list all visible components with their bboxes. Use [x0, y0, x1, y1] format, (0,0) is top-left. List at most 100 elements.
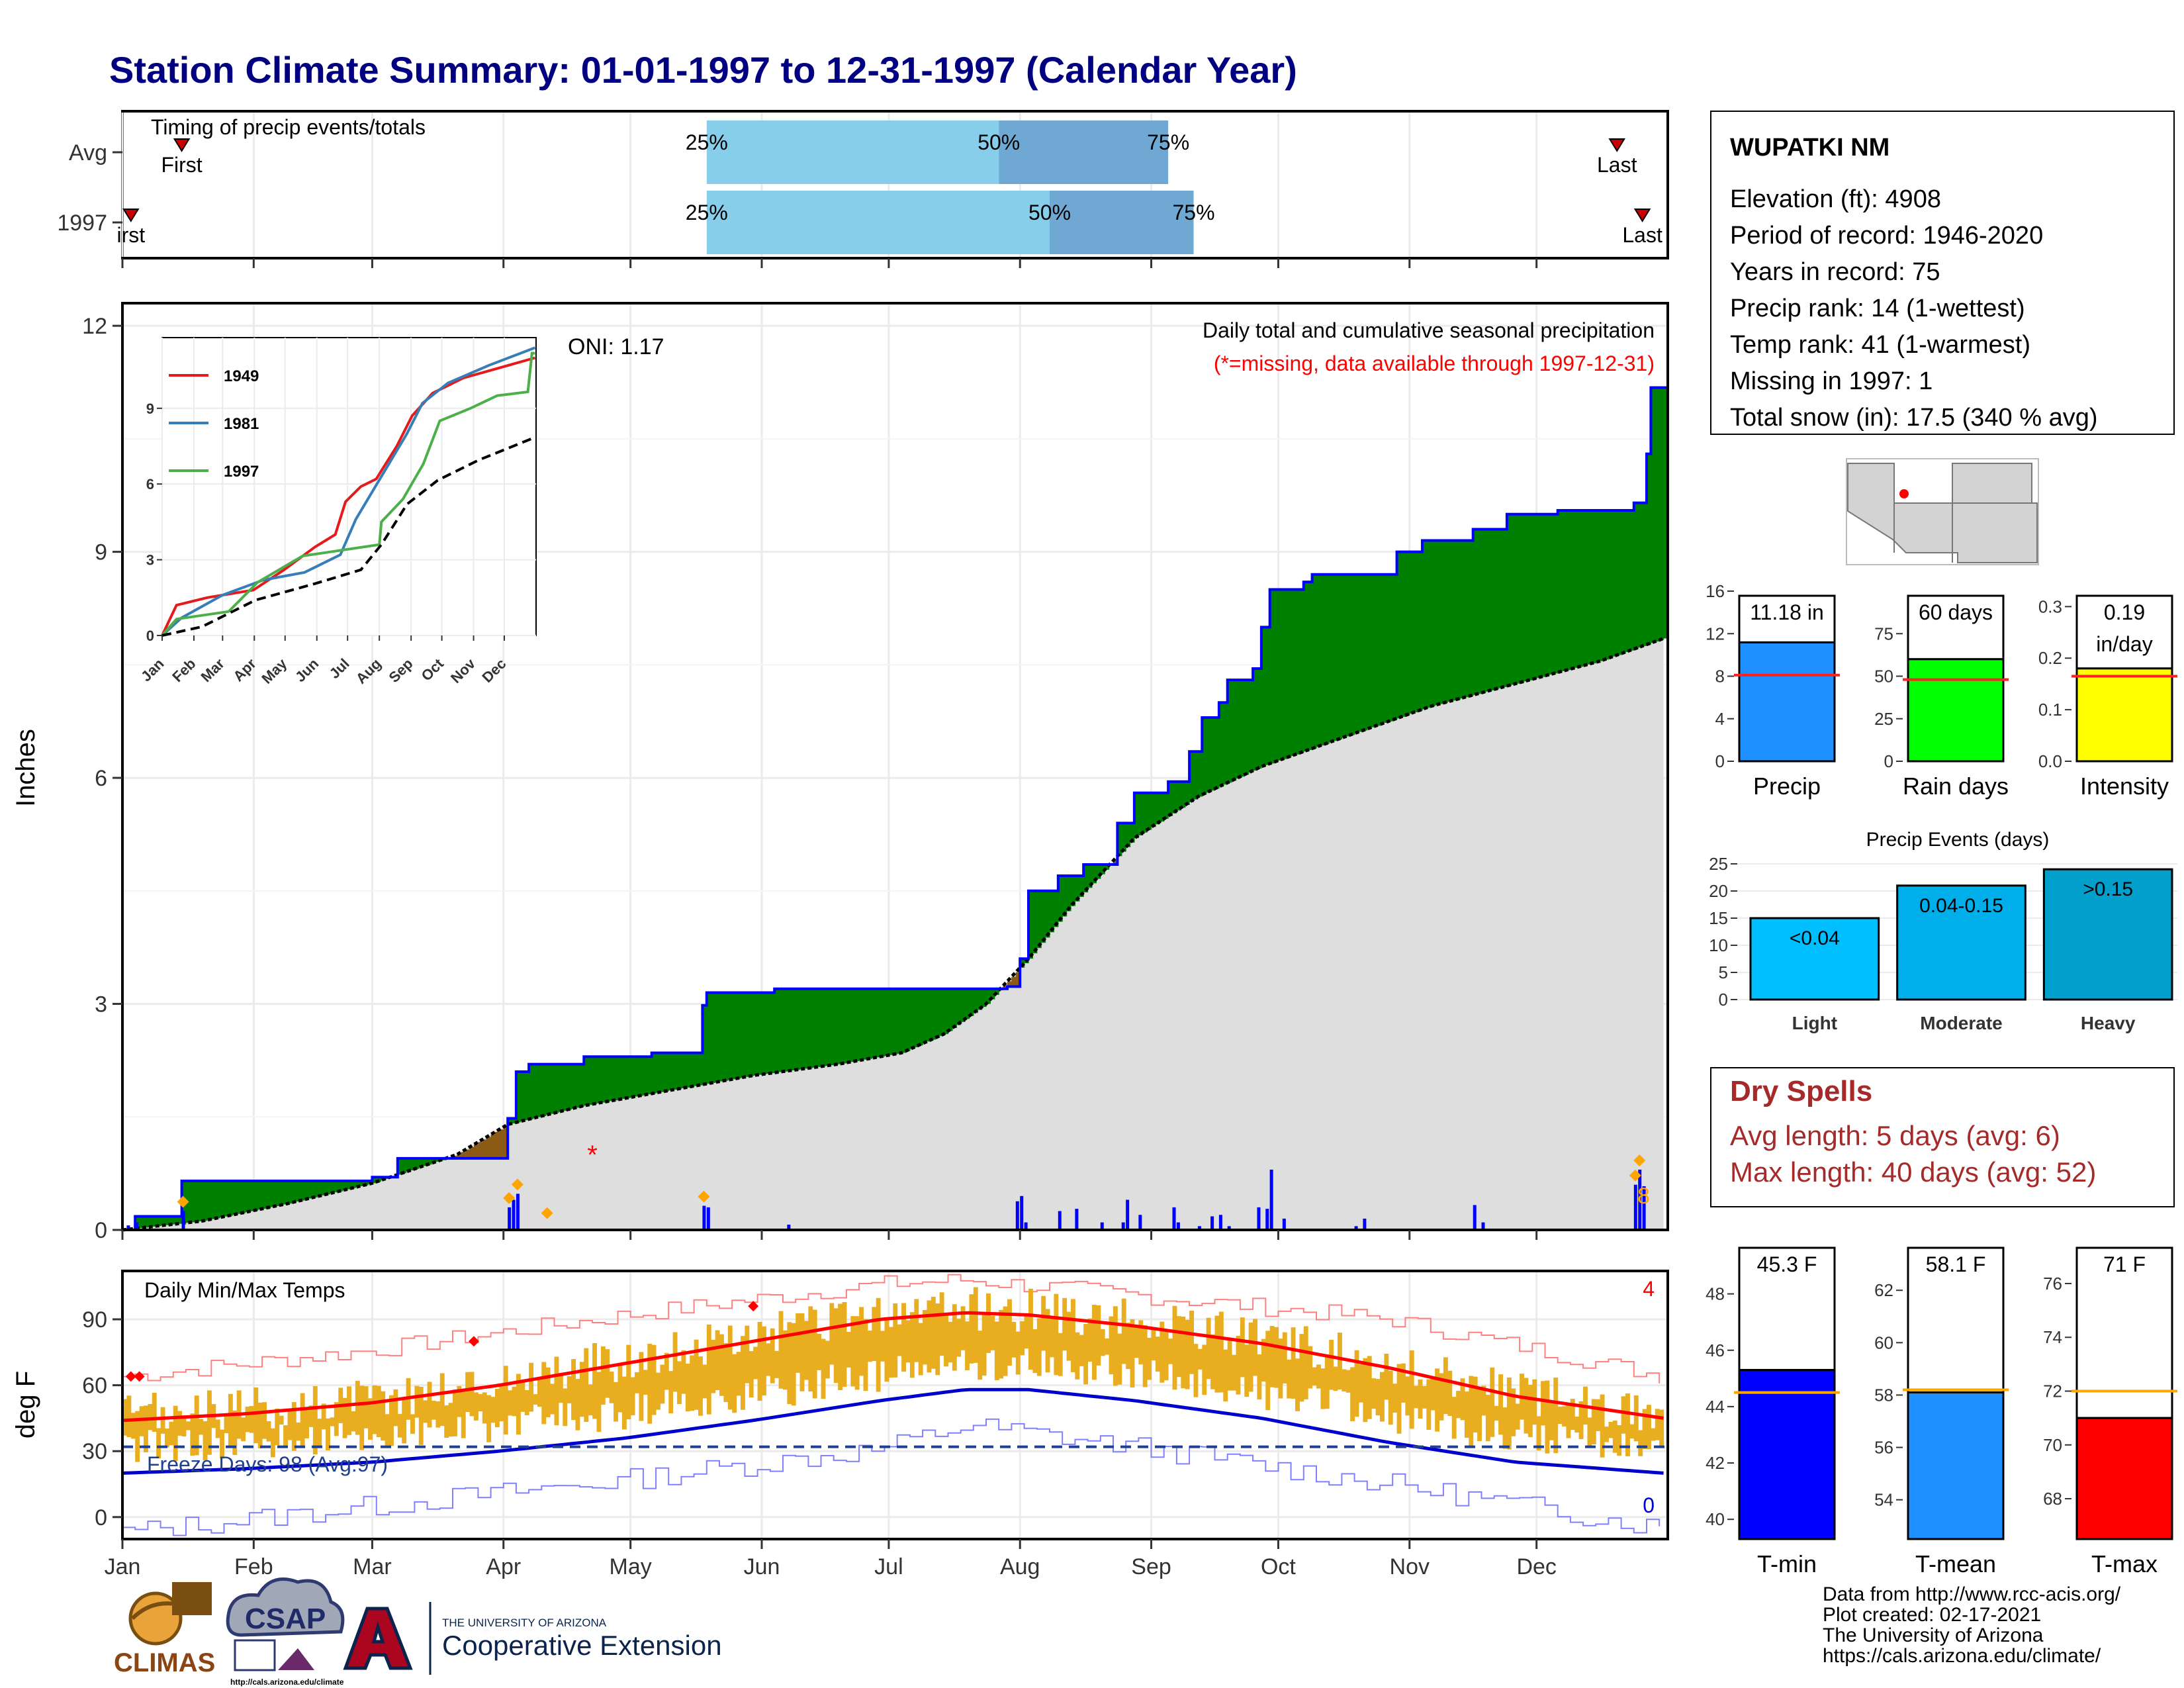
station-detail-line: Missing in 1997: 1: [1730, 367, 1933, 395]
daily-precip-bar: [1473, 1205, 1477, 1230]
daily-temp-bar: [817, 1333, 822, 1370]
daily-temp-bar: [1117, 1333, 1122, 1385]
daily-temp-bar: [884, 1317, 889, 1382]
daily-temp-bar: [533, 1394, 538, 1405]
average-cumulative-area: [122, 638, 1664, 1230]
daily-temp-bar: [1384, 1353, 1389, 1400]
daily-temp-bar: [668, 1371, 674, 1414]
daily-temp-bar: [173, 1405, 178, 1462]
events-bar-range: 0.04-0.15: [1919, 895, 2003, 917]
daily-temp-bar: [664, 1352, 669, 1390]
daily-temp-bar: [872, 1307, 877, 1361]
daily-temp-bar: [130, 1413, 136, 1439]
daily-temp-bar: [711, 1340, 716, 1393]
daily-temp-bar: [1244, 1344, 1250, 1397]
daily-temp-bar: [194, 1395, 199, 1456]
daily-temp-bar: [1481, 1385, 1486, 1416]
daily-temp-bar: [156, 1428, 161, 1459]
temp-summary-bar-label: T-min: [1757, 1550, 1817, 1577]
daily-temp-bar: [529, 1362, 534, 1412]
daily-temp-bar: [766, 1343, 771, 1376]
daily-temp-bar: [169, 1421, 174, 1446]
daily-temp-bar: [228, 1393, 233, 1448]
daily-temp-bar: [1562, 1406, 1567, 1427]
daily-temp-bar: [927, 1300, 932, 1373]
timing-last-label: Last: [1597, 153, 1637, 177]
daily-temp-bar: [1524, 1378, 1529, 1434]
month-label: Jul: [874, 1554, 903, 1579]
precip-y-tick-label: 12: [82, 314, 107, 339]
daily-temp-bar: [803, 1321, 809, 1380]
ua-big-text: Cooperative Extension: [442, 1630, 722, 1661]
daily-temp-bar: [630, 1377, 635, 1415]
daily-temp-bar: [1396, 1364, 1402, 1434]
events-bar-label: Light: [1792, 1013, 1837, 1033]
temp-summary-bar-label: T-max: [2091, 1550, 2158, 1577]
month-label: Aug: [1000, 1554, 1040, 1579]
timing-q50-label: 50%: [1028, 201, 1071, 224]
daily-temp-bar: [148, 1404, 153, 1430]
daily-temp-bar: [473, 1392, 478, 1421]
daily-temp-bar: [1409, 1350, 1414, 1429]
daily-temp-bar: [1075, 1332, 1080, 1380]
daily-temp-bar: [905, 1320, 911, 1363]
daily-temp-bar: [1308, 1346, 1313, 1389]
daily-precip-bar: [1020, 1196, 1024, 1230]
daily-temp-bar: [1324, 1357, 1330, 1409]
daily-temp-bar: [952, 1304, 957, 1371]
daily-temp-bar: [1261, 1338, 1266, 1382]
daily-temp-bar: [732, 1354, 737, 1413]
daily-temp-bar: [372, 1385, 377, 1434]
daily-temp-bar: [1045, 1309, 1050, 1373]
daily-temp-bar: [266, 1421, 271, 1442]
daily-temp-bar: [944, 1315, 948, 1367]
daily-temp-bar: [656, 1372, 660, 1410]
daily-temp-bar: [1096, 1305, 1101, 1366]
daily-temp-bar: [1320, 1368, 1326, 1409]
daily-precip-bar: [1058, 1211, 1062, 1230]
temp-summary-bar-tick-label: 76: [2043, 1274, 2062, 1293]
daily-temp-bar: [432, 1401, 436, 1420]
precip-panel: 0 3 6 9 12 Inches ONI: 1.17 Daily total and …: [11, 302, 1669, 1243]
temp-summary-bar-value-box: [2075, 1246, 2173, 1419]
daily-temp-bar: [423, 1400, 428, 1423]
daily-precip-bar: [1265, 1209, 1269, 1230]
daily-temp-bar: [414, 1385, 420, 1418]
daily-temp-bar: [690, 1355, 695, 1411]
daily-temp-bar: [863, 1319, 868, 1391]
daily-temp-bar: [643, 1370, 648, 1395]
temp-summary-bar-tick-label: 40: [1706, 1509, 1725, 1529]
daily-temp-bar: [1134, 1325, 1139, 1358]
daily-temp-bar: [287, 1410, 293, 1440]
daily-temp-bar: [1617, 1425, 1622, 1456]
daily-temp-bar: [1506, 1377, 1512, 1450]
summary-bar-tick-label: 16: [1706, 581, 1725, 601]
daily-temp-bar: [1163, 1331, 1169, 1381]
precip-y-axis: 0 3 6 9 12: [82, 314, 122, 1243]
daily-temp-bar: [1591, 1399, 1596, 1444]
daily-temp-bar: [1541, 1381, 1545, 1426]
daily-temp-bar: [1197, 1348, 1203, 1370]
events-bar: [1896, 884, 2026, 1001]
station-detail-line: Total snow (in): 17.5 (340 % avg): [1730, 404, 2098, 432]
credit-line: https://cals.arizona.edu/climate/: [1823, 1645, 2101, 1667]
csap-url: http://cals.arizona.edu/climate: [230, 1677, 344, 1687]
temp-summary-bar-value-text: 45.3 F: [1757, 1252, 1817, 1276]
daily-temp-bar: [639, 1352, 644, 1421]
month-label: Mar: [353, 1554, 392, 1579]
temp-summary-bar-value-text: 58.1 F: [1926, 1252, 1986, 1276]
month-label: Jun: [744, 1554, 780, 1579]
timing-first-marker: [173, 138, 191, 152]
daily-temp-bar: [190, 1413, 195, 1456]
temp-summary-bar-tick-label: 54: [1874, 1490, 1893, 1510]
daily-temp-bar: [452, 1389, 457, 1436]
timing-last-marker: [1633, 209, 1651, 222]
daily-temp-bar: [1274, 1327, 1279, 1388]
daily-temp-bar: [901, 1303, 906, 1372]
daily-precip-bar: [1176, 1222, 1180, 1230]
inset-y-tick-label: 0: [146, 628, 154, 644]
daily-temp-bar: [224, 1414, 229, 1434]
daily-temp-bar: [1515, 1403, 1520, 1430]
daily-temp-bar: [1532, 1379, 1537, 1425]
daily-temp-bar: [1181, 1316, 1186, 1389]
